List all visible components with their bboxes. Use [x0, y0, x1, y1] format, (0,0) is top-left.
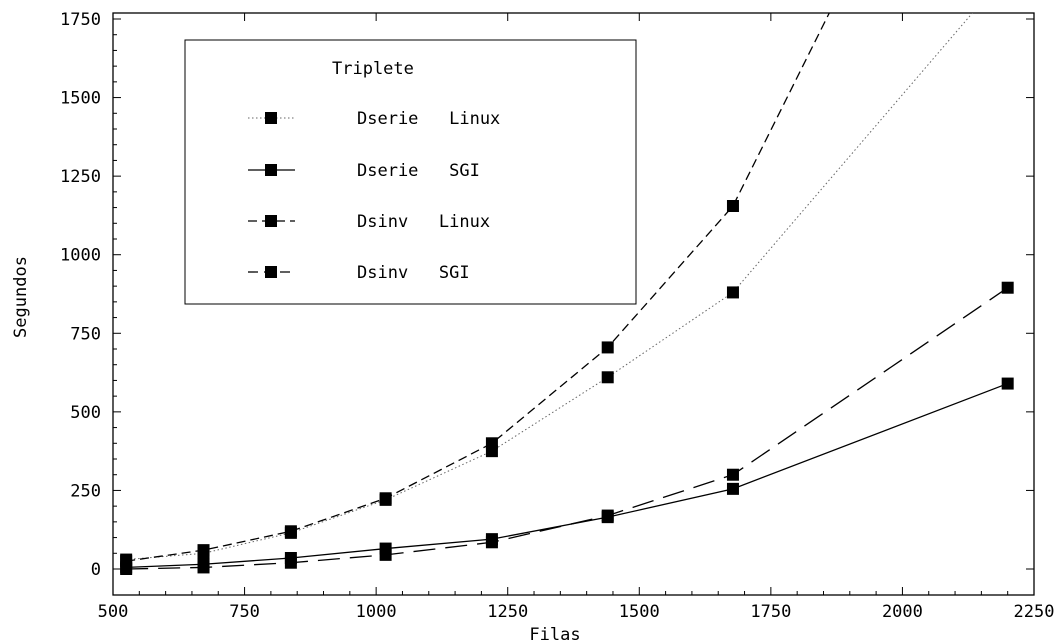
legend-label-2: Dserie SGI — [357, 161, 480, 181]
legend: Triplete Dserie Linux Dserie SGI Dsinv Lin… — [184, 39, 637, 305]
series-line-1 — [126, 13, 974, 561]
series-4-point — [1001, 281, 1014, 294]
series-2-point — [726, 482, 739, 495]
series-1-point — [726, 286, 739, 299]
x-axis-label: Filas — [529, 625, 580, 644]
x-tick-label: 500 — [98, 602, 129, 622]
y-tick-label: 1250 — [60, 167, 101, 187]
series-3-point — [120, 555, 133, 568]
legend-title: Triplete — [332, 59, 414, 79]
series-line-4 — [126, 287, 1009, 570]
x-tick-label: 750 — [229, 602, 260, 622]
legend-swatch-marker-1 — [265, 112, 277, 124]
series-4-point — [284, 556, 297, 569]
y-tick-label: 1000 — [60, 246, 101, 266]
series-3-point — [379, 492, 392, 505]
y-tick-label: 250 — [70, 481, 101, 501]
y-axis-label: Segundos — [11, 256, 31, 338]
series-3-point — [726, 200, 739, 212]
series-4-point — [601, 509, 614, 522]
y-tick-label: 1500 — [60, 89, 101, 109]
x-tick-label: 1750 — [750, 602, 791, 622]
x-tick-label: 1500 — [619, 602, 660, 622]
x-tick-label: 1000 — [356, 602, 397, 622]
plot-frame — [112, 12, 1035, 596]
series-4-point — [726, 468, 739, 481]
legend-label-4: Dsinv SGI — [357, 263, 470, 283]
series-1-point — [601, 371, 614, 384]
series-3-point — [284, 525, 297, 538]
legend-label-3: Dsinv Linux — [357, 212, 490, 232]
legend-swatch-marker-3 — [265, 215, 277, 227]
axes: 500 750 1000 1250 1500 1750 2000 2250 0 250 500 750… — [60, 10, 1054, 622]
series-3-point — [601, 341, 614, 354]
y-tick-label: 1750 — [60, 10, 101, 30]
legend-box — [184, 39, 637, 305]
series-line-2 — [126, 382, 1008, 569]
y-tick-label: 500 — [70, 403, 101, 423]
series-4-point — [485, 536, 498, 549]
series-3-point — [485, 437, 498, 450]
x-tick-label: 2250 — [1014, 602, 1055, 622]
series-line-3 — [126, 13, 830, 562]
legend-label-1: Dserie Linux — [357, 109, 500, 129]
series-2-point — [1001, 377, 1014, 390]
legend-swatch-marker-4 — [265, 266, 277, 278]
series-4-point — [379, 548, 392, 561]
series-4-point — [120, 563, 133, 575]
x-tick-label: 2000 — [882, 602, 923, 622]
legend-swatch-marker-2 — [265, 164, 277, 176]
series-group — [120, 13, 1014, 575]
y-tick-label: 750 — [70, 324, 101, 344]
y-tick-label: 0 — [91, 560, 101, 580]
series-4-point — [197, 561, 210, 574]
series-3-point — [197, 544, 210, 557]
x-tick-label: 1250 — [487, 602, 528, 622]
